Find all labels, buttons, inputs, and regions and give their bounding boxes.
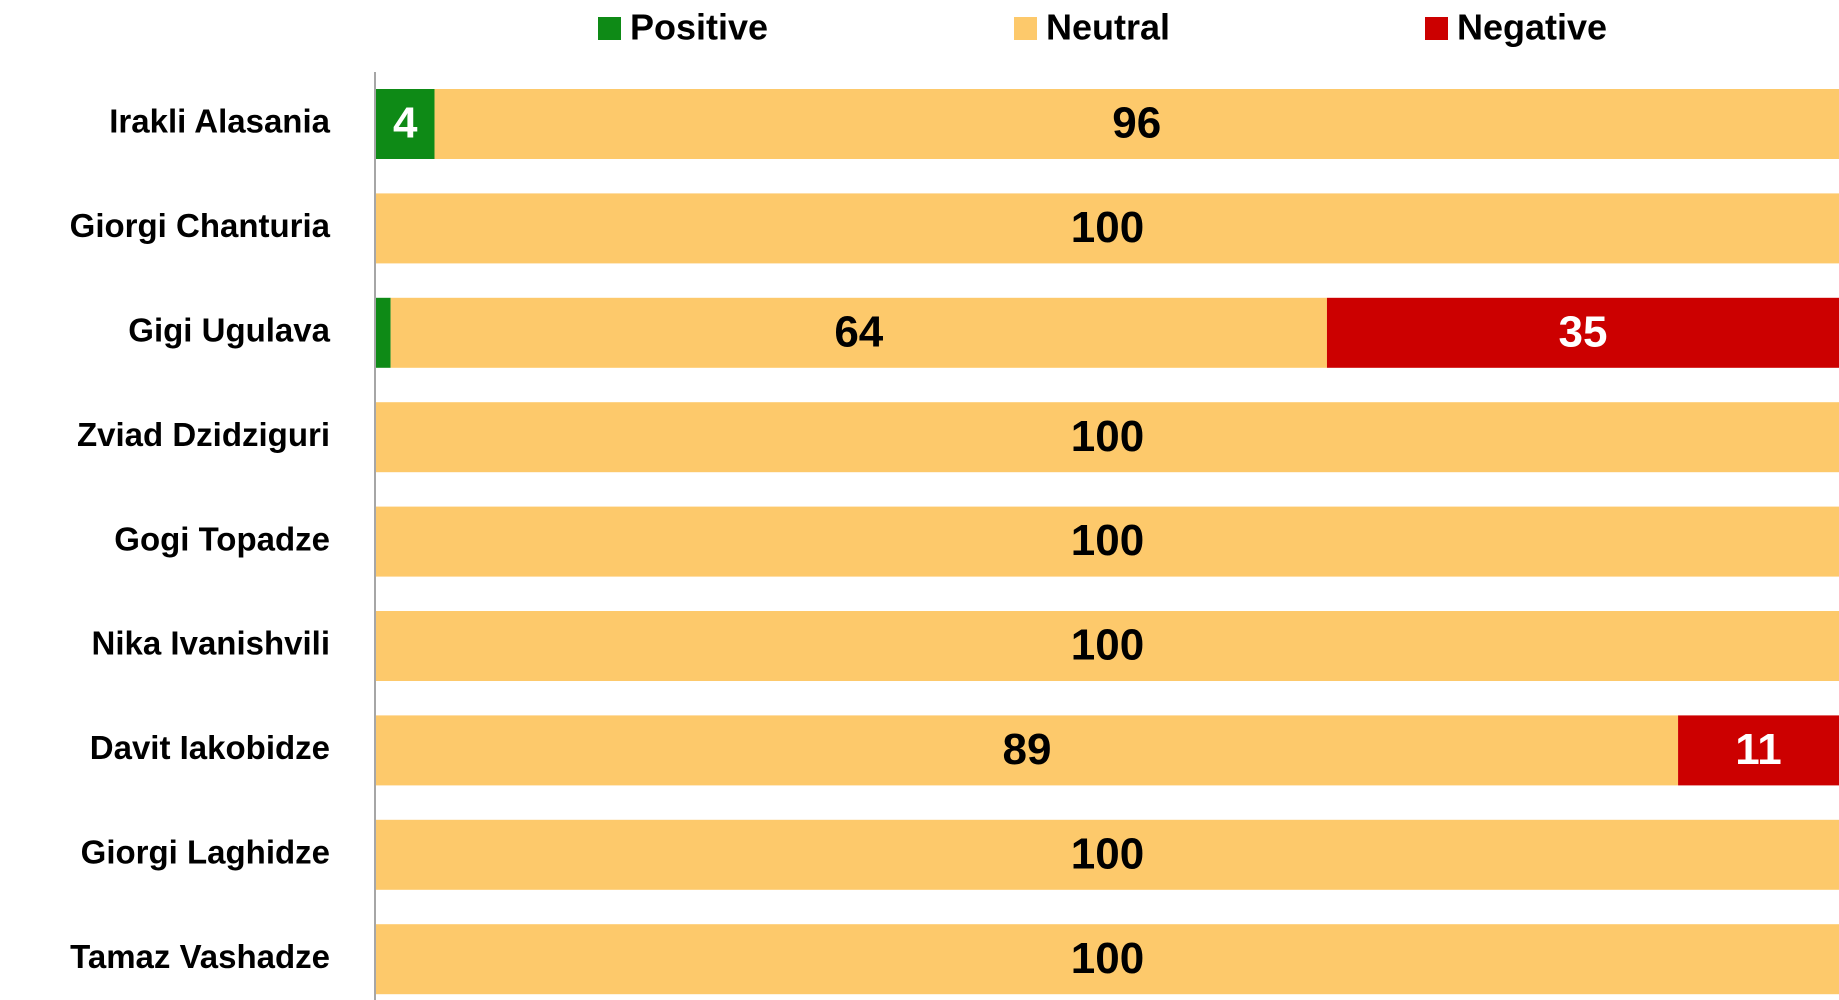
bar-segment xyxy=(376,924,1839,995)
bar-segment xyxy=(376,402,1839,473)
category-label: Giorgi Chanturia xyxy=(70,207,331,244)
value-label: 100 xyxy=(1071,203,1144,252)
bar-segment xyxy=(376,819,1839,890)
bar-segment xyxy=(1678,715,1839,786)
value-label: 100 xyxy=(1071,829,1144,878)
bar-segment xyxy=(1326,297,1839,368)
bar-segment xyxy=(376,89,435,159)
legend-label: Negative xyxy=(1457,7,1607,48)
bar-segment xyxy=(376,611,1839,681)
legend-swatch xyxy=(598,17,621,40)
value-label: 11 xyxy=(1735,725,1782,774)
value-label: 64 xyxy=(834,307,883,356)
legend-label: Neutral xyxy=(1046,7,1170,48)
legend-label: Positive xyxy=(630,7,768,48)
bar-segment xyxy=(434,89,1839,159)
bar-segment xyxy=(376,715,1679,786)
value-label: 100 xyxy=(1071,621,1144,670)
category-label: Gigi Ugulava xyxy=(128,312,330,349)
value-label: 96 xyxy=(1112,99,1161,148)
bar-segment xyxy=(376,297,391,368)
category-label: Davit Iakobidze xyxy=(90,729,330,766)
category-label: Giorgi Laghidze xyxy=(81,834,330,871)
category-label: Nika Ivanishvili xyxy=(92,625,330,662)
value-label: 100 xyxy=(1071,934,1144,983)
bar-segment xyxy=(376,193,1839,264)
category-label: Tamaz Vashadze xyxy=(70,938,330,975)
legend-swatch xyxy=(1425,17,1448,40)
value-label: 4 xyxy=(393,99,418,148)
value-label: 35 xyxy=(1558,307,1607,356)
value-label: 100 xyxy=(1071,516,1144,565)
category-label: Zviad Dzidziguri xyxy=(77,416,330,453)
value-label: 100 xyxy=(1071,412,1144,461)
category-label: Irakli Alasania xyxy=(109,103,330,140)
legend-swatch xyxy=(1014,17,1037,40)
bar-segment xyxy=(390,297,1327,368)
value-label: 89 xyxy=(1003,725,1052,774)
bar-segment xyxy=(376,506,1839,577)
category-label: Gogi Topadze xyxy=(114,520,330,557)
